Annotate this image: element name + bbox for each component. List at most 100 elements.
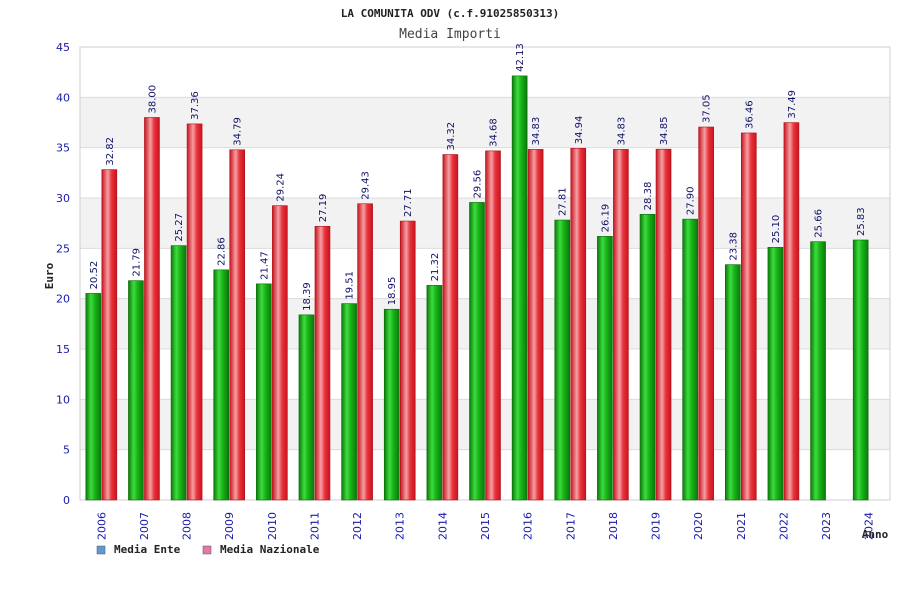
data-label-nazionale: 34.83 [531,117,542,146]
y-tick-label: 15 [56,343,70,356]
data-label-nazionale: 32.82 [105,137,116,166]
x-tick-label: 2016 [522,512,535,540]
data-label-ente: 25.27 [174,213,185,242]
legend: Media Ente Media Nazionale [96,543,320,556]
data-label-ente: 25.66 [814,209,825,238]
bar-nazionale [655,148,672,501]
y-tick-label: 45 [56,41,70,54]
bar-nazionale [229,149,246,501]
legend-swatch-ente [96,545,106,555]
data-label-nazionale: 29.43 [361,171,372,200]
bar-ente [511,75,528,501]
bar-ente [682,218,698,501]
bar-ente [170,245,187,501]
x-tick-label: 2007 [138,512,151,540]
bar-ente [213,269,230,501]
x-tick-label: 2008 [181,512,194,540]
data-label-ente: 20.52 [89,261,100,290]
bar-nazionale [314,225,331,501]
x-axis-label: Anno [862,528,889,541]
bar-nazionale [442,154,459,501]
x-tick-label: 2022 [777,512,790,540]
legend-label-nazionale: Media Nazionale [220,543,320,556]
bar-nazionale [357,203,373,501]
x-tick-label: 2013 [394,512,407,540]
data-label-ente: 27.90 [686,186,697,215]
y-tick-label: 25 [56,242,70,255]
bar-ente [767,247,784,501]
bar-ente [852,239,869,501]
data-label-nazionale: 34.85 [659,117,670,146]
bar-nazionale [527,149,544,501]
bar-ente [256,283,272,501]
legend-label-ente: Media Ente [114,543,181,556]
y-tick-label: 0 [63,494,70,507]
data-label-ente: 18.95 [387,277,398,306]
bar-ente [341,303,357,501]
data-label-nazionale: 34.83 [616,117,627,146]
y-tick-label: 35 [56,142,70,155]
x-tick-label: 2020 [692,512,705,540]
y-tick-label: 40 [56,91,70,104]
bar-nazionale [570,147,587,501]
data-label-nazionale: 34.94 [574,116,585,145]
y-tick-label: 30 [56,192,70,205]
x-tick-label: 2019 [650,512,663,540]
plot-area: 0 5 10 15 20 25 30 35 40 45 20.52 32.82 2006 21.79 38.… [56,41,891,540]
data-label-ente: 25.83 [856,207,867,236]
bar-ente [724,264,741,501]
grid-band [80,47,890,98]
x-tick-label: 2024 [863,512,876,540]
bar-nazionale [485,150,501,501]
x-tick-label: 2006 [95,512,108,540]
bar-nazionale [783,122,800,501]
data-label-nazionale: 27.71 [403,188,414,217]
data-label-nazionale: 37.36 [190,91,201,120]
data-label-nazionale: 37.49 [787,90,798,119]
bar-ente [298,314,315,501]
data-label-nazionale: 34.68 [489,118,500,147]
data-label-nazionale: 34.79 [233,117,244,146]
bar-nazionale [613,149,629,501]
bar-ente [597,236,613,501]
data-label-ente: 21.47 [259,251,270,280]
data-label-ente: 18.39 [302,282,313,311]
data-label-ente: 21.32 [430,253,441,282]
bar-nazionale [101,169,118,501]
x-tick-label: 2017 [564,512,577,540]
x-tick-label: 2010 [266,512,279,540]
bar-nazionale [272,205,288,501]
data-label-ente: 25.10 [771,215,782,244]
bar-ente [383,308,400,501]
data-label-nazionale: 27.19 [318,194,329,223]
data-label-nazionale: 37.05 [702,94,713,123]
y-axis-label: Euro [43,262,56,289]
x-tick-label: 2014 [436,512,449,540]
bar-nazionale [740,132,757,501]
data-label-ente: 23.38 [728,232,739,261]
data-label-ente: 42.13 [515,43,526,72]
chart-subtitle: Media Importi [399,27,501,42]
data-label-nazionale: 38.00 [147,85,158,114]
x-tick-label: 2015 [479,512,492,540]
bar-ente [128,280,144,501]
y-tick-label: 5 [63,444,70,457]
bar-ente [426,285,443,501]
x-tick-label: 2012 [351,512,364,540]
data-label-ente: 22.86 [217,237,228,266]
x-tick-label: 2009 [223,512,236,540]
bar-ente [85,293,102,501]
data-label-ente: 26.19 [600,204,611,233]
plot-frame [79,46,891,501]
data-label-nazionale: 36.46 [744,100,755,129]
bar-ente [639,214,656,501]
data-label-ente: 21.79 [131,248,142,277]
bar-ente [554,219,571,501]
legend-swatch-nazionale [202,545,212,555]
data-label-ente: 27.81 [558,187,569,216]
x-tick-label: 2021 [735,512,748,540]
y-tick-label: 10 [56,393,70,406]
bar-ente [469,202,485,501]
x-tick-label: 2011 [308,512,321,540]
